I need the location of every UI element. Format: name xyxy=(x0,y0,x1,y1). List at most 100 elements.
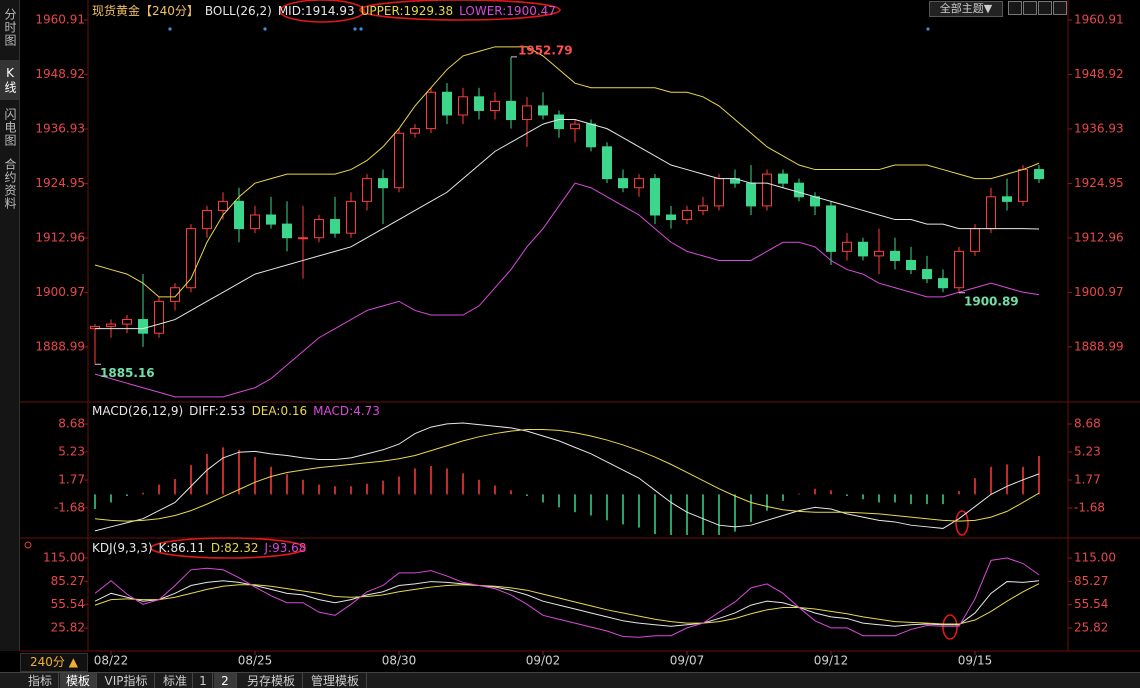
event-dot[interactable] xyxy=(168,27,172,31)
candle-body xyxy=(586,123,596,148)
candle-body xyxy=(714,178,724,207)
event-markers xyxy=(168,27,930,31)
bottom-tabs: 指标 模板 VIP指标 标准 1 2 另存模板 管理模板 xyxy=(0,672,1140,688)
legend-value: 82.32 xyxy=(224,541,259,555)
bottom-tab[interactable]: 2 xyxy=(214,673,237,688)
legend-name: J xyxy=(264,541,272,555)
indicator-name: BOLL(26,2) xyxy=(204,4,272,18)
candle-body xyxy=(522,105,532,121)
legend-value: 1900.47 xyxy=(506,4,556,18)
bottom-tab[interactable]: VIP指标 xyxy=(98,673,155,688)
y-tick-label-right: 5.23 xyxy=(1074,444,1101,458)
pane-title: MACD(26,12,9) xyxy=(92,404,184,418)
low-annotation: 1900.89 xyxy=(964,294,1019,308)
y-tick-label-right: 1924.95 xyxy=(1074,176,1124,190)
side-tab[interactable]: K线图 xyxy=(0,60,19,100)
indicator-line xyxy=(94,557,1040,638)
candle-body xyxy=(554,114,564,130)
event-dot[interactable] xyxy=(263,27,267,31)
y-tick-label-right: 1912.96 xyxy=(1074,230,1124,244)
y-tick-label: 1.77 xyxy=(58,473,85,487)
pane-title: KDJ(9,3,3) xyxy=(92,541,153,555)
bottom-tab[interactable]: 另存模板 xyxy=(240,673,303,688)
candle-body xyxy=(266,214,276,225)
candle-body xyxy=(282,223,292,239)
candle-body xyxy=(1034,169,1044,180)
y-tick-label: 25.82 xyxy=(51,621,85,635)
y-tick-label-right: 1.77 xyxy=(1074,473,1101,487)
pane-header: MACD(26,12,9) DIFF2.53 DEA0.16 MACD4.73 xyxy=(92,403,386,419)
bottom-tab[interactable]: 1 xyxy=(194,673,213,688)
y-tick-label: 1948.92 xyxy=(35,67,85,81)
bottom-tab[interactable]: 指标 xyxy=(22,673,59,688)
candle-body xyxy=(970,228,980,252)
candle-body xyxy=(890,250,900,261)
legend-name: DEA xyxy=(252,404,281,418)
legend-value: 2.53 xyxy=(218,404,246,418)
candle-body xyxy=(138,319,148,334)
y-tick-label: 1924.95 xyxy=(35,176,85,190)
candle-body xyxy=(746,182,756,207)
candle-body xyxy=(874,250,884,257)
candle-body xyxy=(506,100,516,121)
x-tick-label: 08/25 xyxy=(238,654,273,668)
indicator-line xyxy=(94,182,1040,398)
candle-body xyxy=(666,214,676,221)
indicator-line xyxy=(94,429,1040,522)
bottom-tab[interactable]: 管理模板 xyxy=(304,673,367,688)
candle-body xyxy=(618,178,628,189)
indicator-line xyxy=(94,422,1040,532)
indicator-line xyxy=(94,583,1040,625)
candle-body xyxy=(1002,196,1012,202)
candle-body xyxy=(906,259,916,271)
tool-icon[interactable] xyxy=(1053,1,1067,15)
tool-icon[interactable] xyxy=(1038,1,1052,15)
y-tick-label-right: 1960.91 xyxy=(1074,12,1124,26)
y-tick-label-right: 25.82 xyxy=(1074,621,1108,635)
candle-body xyxy=(762,173,772,207)
candle-body xyxy=(458,96,468,116)
bottom-tab[interactable]: 标准 xyxy=(158,673,193,688)
y-tick-label: 1960.91 xyxy=(35,12,85,26)
indicator-line xyxy=(95,119,1040,330)
side-tab[interactable]: 闪电图 xyxy=(3,107,17,147)
pane-marker[interactable] xyxy=(24,541,32,549)
high-annotation: 1952.79 xyxy=(518,43,573,57)
candle-body xyxy=(394,132,404,189)
legend-name: D xyxy=(211,541,224,555)
candle-body xyxy=(538,105,548,116)
legend-value: 0.16 xyxy=(280,404,308,418)
tool-icon[interactable] xyxy=(1023,1,1037,15)
pane-plot xyxy=(94,422,1040,535)
candle-body xyxy=(938,278,948,289)
event-dot[interactable] xyxy=(926,27,930,31)
legend-value: 1914.93 xyxy=(305,4,355,18)
side-tab[interactable]: 分时图 xyxy=(3,7,17,47)
candle-body xyxy=(602,146,612,180)
candle-body xyxy=(330,219,340,234)
y-tick-label: 85.27 xyxy=(51,574,85,588)
x-tick-label: 08/22 xyxy=(94,654,129,668)
period-selector[interactable]: 240分 ▲ xyxy=(20,653,88,672)
y-tick-label-right: 8.68 xyxy=(1074,417,1101,431)
theme-button[interactable]: 全部主题▼ xyxy=(929,1,1003,17)
bottom-tab[interactable]: 模板 xyxy=(60,673,97,688)
side-tab[interactable]: 合约资料 xyxy=(3,158,17,210)
candle-body xyxy=(794,182,804,198)
candle-body xyxy=(362,178,372,202)
y-tick-label: 55.54 xyxy=(51,597,85,611)
tool-icon[interactable] xyxy=(1008,1,1022,15)
candle-body xyxy=(954,250,964,289)
y-tick-label: 1900.97 xyxy=(35,285,85,299)
y-tick-label: 1912.96 xyxy=(35,230,85,244)
event-dot[interactable] xyxy=(359,27,363,31)
event-dot[interactable] xyxy=(353,27,357,31)
indicator-line xyxy=(94,580,1040,627)
candle-body xyxy=(346,200,356,234)
legend-value: 93.68 xyxy=(272,541,307,555)
candle-body xyxy=(442,91,452,116)
legend-name: MACD xyxy=(313,404,353,418)
highlight xyxy=(279,0,365,23)
legend-value: 1929.38 xyxy=(403,4,454,18)
